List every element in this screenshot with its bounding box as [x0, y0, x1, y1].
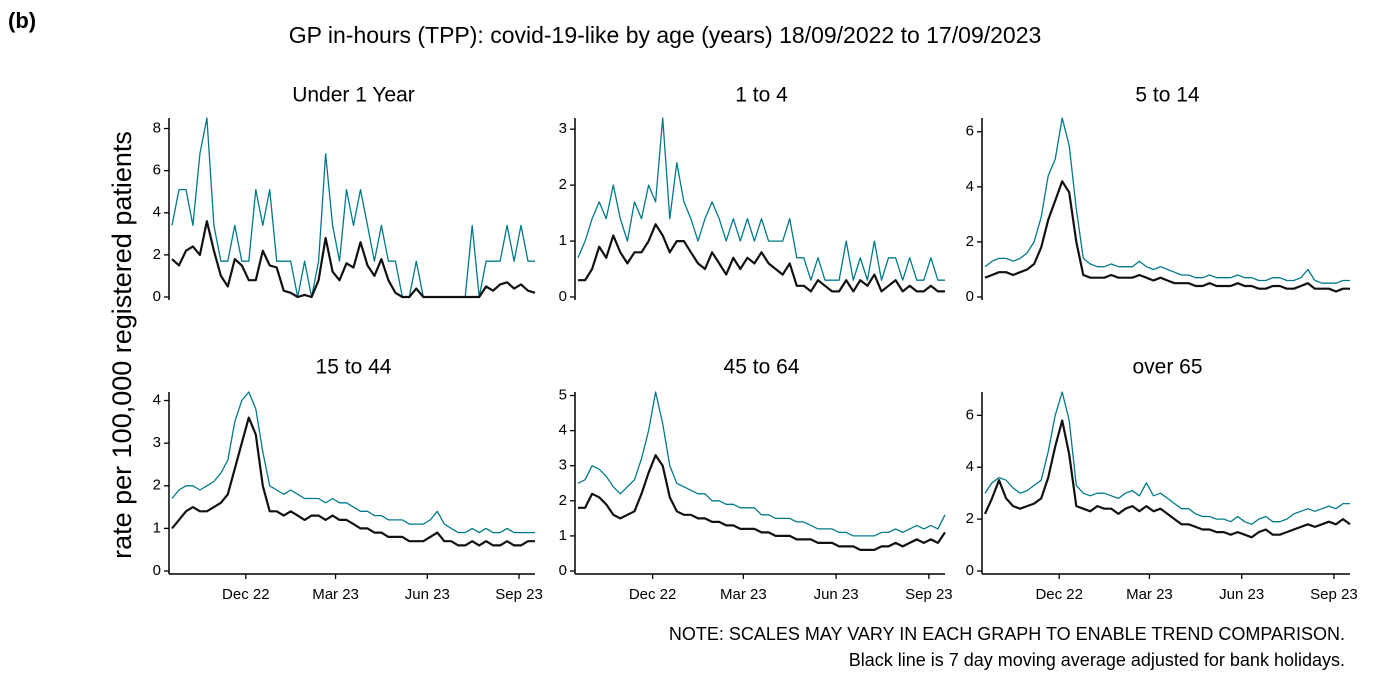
y-tick-label: 0 [153, 288, 161, 305]
panel-title: 1 to 4 [735, 84, 788, 107]
y-tick-label: 4 [559, 422, 567, 439]
y-tick-label: 6 [153, 162, 161, 179]
y-tick-label: 0 [966, 288, 974, 305]
y-tick-label: 3 [559, 457, 567, 474]
x-tick-label: Mar 23 [720, 586, 767, 603]
y-tick-label: 2 [153, 477, 161, 494]
x-tick-label: Sep 23 [495, 586, 543, 603]
x-tick-label: Dec 22 [1035, 586, 1083, 603]
y-tick-label: 4 [966, 458, 974, 475]
y-tick-label: 5 [559, 386, 567, 403]
y-tick-label: 0 [966, 562, 974, 579]
series-line [984, 180, 1350, 293]
y-tick-label: 0 [559, 562, 567, 579]
y-tick-label: 4 [153, 391, 161, 408]
x-tick-label: Dec 22 [222, 586, 270, 603]
y-tick-label: 2 [559, 492, 567, 509]
series-line [984, 117, 1350, 284]
x-tick-label: Jun 23 [1219, 586, 1264, 603]
y-tick-label: 1 [153, 519, 161, 536]
panel-title: over 65 [1132, 356, 1202, 379]
y-tick-label: 6 [966, 406, 974, 423]
y-tick-label: 8 [153, 119, 161, 136]
x-tick-label: Sep 23 [1310, 586, 1358, 603]
x-tick-label: Jun 23 [405, 586, 450, 603]
y-tick-label: 4 [153, 204, 161, 221]
y-tick-label: 1 [559, 232, 567, 249]
series-line [171, 117, 535, 298]
y-tick-label: 3 [559, 120, 567, 137]
y-tick-label: 2 [559, 176, 567, 193]
series-line [984, 391, 1350, 525]
series-line [578, 454, 946, 551]
series-line [577, 391, 946, 537]
y-tick-label: 0 [559, 288, 567, 305]
y-tick-label: 1 [559, 527, 567, 544]
panel-title: Under 1 Year [292, 84, 415, 107]
x-tick-label: Mar 23 [312, 586, 359, 603]
y-tick-label: 3 [153, 434, 161, 451]
y-tick-label: 2 [966, 233, 974, 250]
series-line [171, 391, 535, 534]
y-tick-label: 4 [966, 178, 974, 195]
series-line [577, 117, 945, 281]
series-line [171, 220, 536, 299]
x-tick-label: Mar 23 [1126, 586, 1173, 603]
y-tick-label: 2 [153, 246, 161, 263]
figure-title: GP in-hours (TPP): covid-19-like by age … [289, 22, 1042, 48]
note: NOTE: SCALES MAY VARY IN EACH GRAPH TO E… [669, 624, 1345, 644]
x-tick-label: Jun 23 [814, 586, 859, 603]
panel-title: 45 to 64 [724, 356, 800, 379]
y-tick-label: 0 [153, 562, 161, 579]
y-axis-label: rate per 100,000 registered patients [107, 131, 137, 559]
panel-label: (b) [8, 8, 36, 33]
x-tick-label: Dec 22 [629, 586, 677, 603]
y-tick-label: 2 [966, 510, 974, 527]
series-line [578, 223, 945, 293]
note: Black line is 7 day moving average adjus… [849, 650, 1345, 670]
series-line [171, 416, 535, 547]
y-tick-label: 6 [966, 123, 974, 140]
x-tick-label: Sep 23 [905, 586, 953, 603]
series-line [983, 419, 1351, 539]
panel-title: 5 to 14 [1135, 84, 1200, 107]
panel-title: 15 to 44 [316, 356, 392, 379]
